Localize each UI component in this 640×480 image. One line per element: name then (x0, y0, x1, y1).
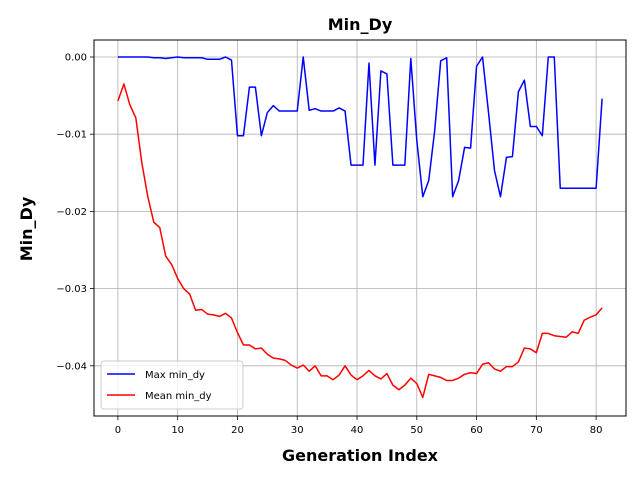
y-axis-label: Min_Dy (17, 196, 36, 261)
x-tick-label: 50 (410, 425, 423, 436)
x-tick-label: 10 (171, 425, 184, 436)
chart-title: Min_Dy (328, 15, 393, 34)
x-axis-ticks: 0 10 20 30 40 50 60 70 80 (115, 416, 603, 436)
x-tick-label: 0 (115, 425, 121, 436)
series-line-max-min-dy (117, 56, 603, 198)
x-tick-label: 80 (590, 425, 603, 436)
y-tick-label: −0.04 (56, 361, 87, 372)
x-tick-label: 40 (351, 425, 364, 436)
grid (94, 40, 626, 416)
legend: Max min_dy Mean min_dy (100, 360, 244, 410)
y-tick-label: 0.00 (65, 52, 87, 63)
x-tick-label: 60 (470, 425, 483, 436)
x-tick-label: 70 (530, 425, 543, 436)
legend-label: Max min_dy (145, 370, 205, 381)
x-axis-label: Generation Index (282, 446, 439, 465)
x-tick-label: 20 (231, 425, 244, 436)
plot-frame (93, 39, 627, 417)
x-tick-label: 30 (291, 425, 304, 436)
y-tick-label: −0.03 (56, 284, 87, 295)
y-tick-label: −0.01 (56, 130, 87, 141)
legend-box (100, 360, 244, 410)
series-line-mean-min-dy (117, 83, 603, 399)
legend-label: Mean min_dy (145, 391, 212, 402)
y-tick-label: −0.02 (56, 207, 87, 218)
series-layer (117, 56, 603, 399)
y-axis-ticks: 0.00 −0.01 −0.02 −0.03 −0.04 (56, 52, 94, 372)
